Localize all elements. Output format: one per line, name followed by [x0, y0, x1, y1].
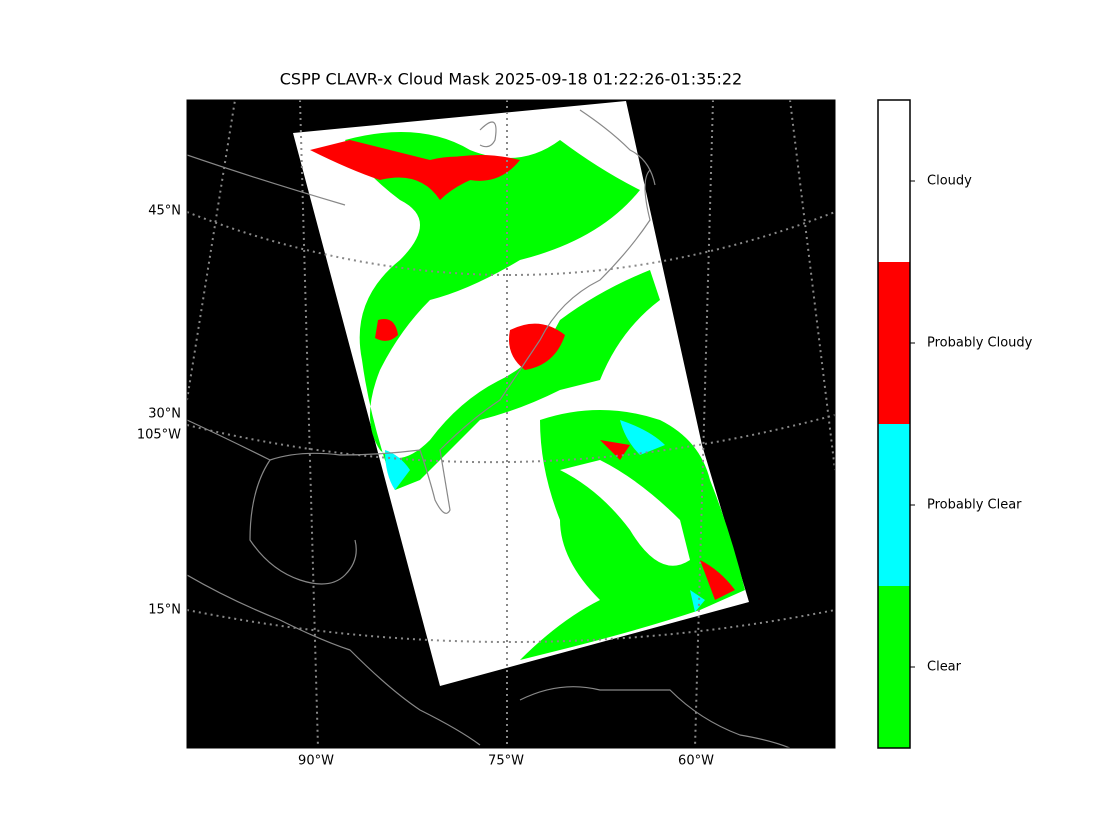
title: CSPP CLAVR-x Cloud Mask 2025-09-18 01:22…	[280, 70, 742, 89]
coastlines	[187, 109, 791, 748]
lon-label: 105°W	[137, 428, 181, 443]
colorbar-label: Clear	[927, 660, 962, 675]
colorbar: Clear Probably Clear Probably Cloudy Cloudy	[877, 99, 1033, 749]
map: 45°N 30°N 105°W 15°N 90°W 75°W 60°W	[137, 99, 836, 769]
map-frame	[186, 99, 836, 749]
colorbar-label: Cloudy	[927, 174, 972, 189]
lon-label: 90°W	[298, 754, 334, 769]
colorbar-segment	[878, 100, 910, 262]
colorbar-label: Probably Clear	[927, 498, 1022, 513]
colorbar-label: Probably Cloudy	[927, 336, 1033, 351]
lat-label: 30°N	[148, 407, 181, 422]
colorbar-segment	[878, 424, 910, 586]
lat-label: 15°N	[148, 603, 181, 618]
lat-label: 45°N	[148, 204, 181, 219]
cloud-mask-pixels	[310, 132, 745, 660]
colorbar-frame	[877, 99, 911, 749]
colorbar-segment	[878, 586, 910, 748]
lon-label: 60°W	[678, 754, 714, 769]
colorbar-segment	[878, 262, 910, 424]
lon-label: 75°W	[488, 754, 524, 769]
graticule	[187, 100, 835, 748]
